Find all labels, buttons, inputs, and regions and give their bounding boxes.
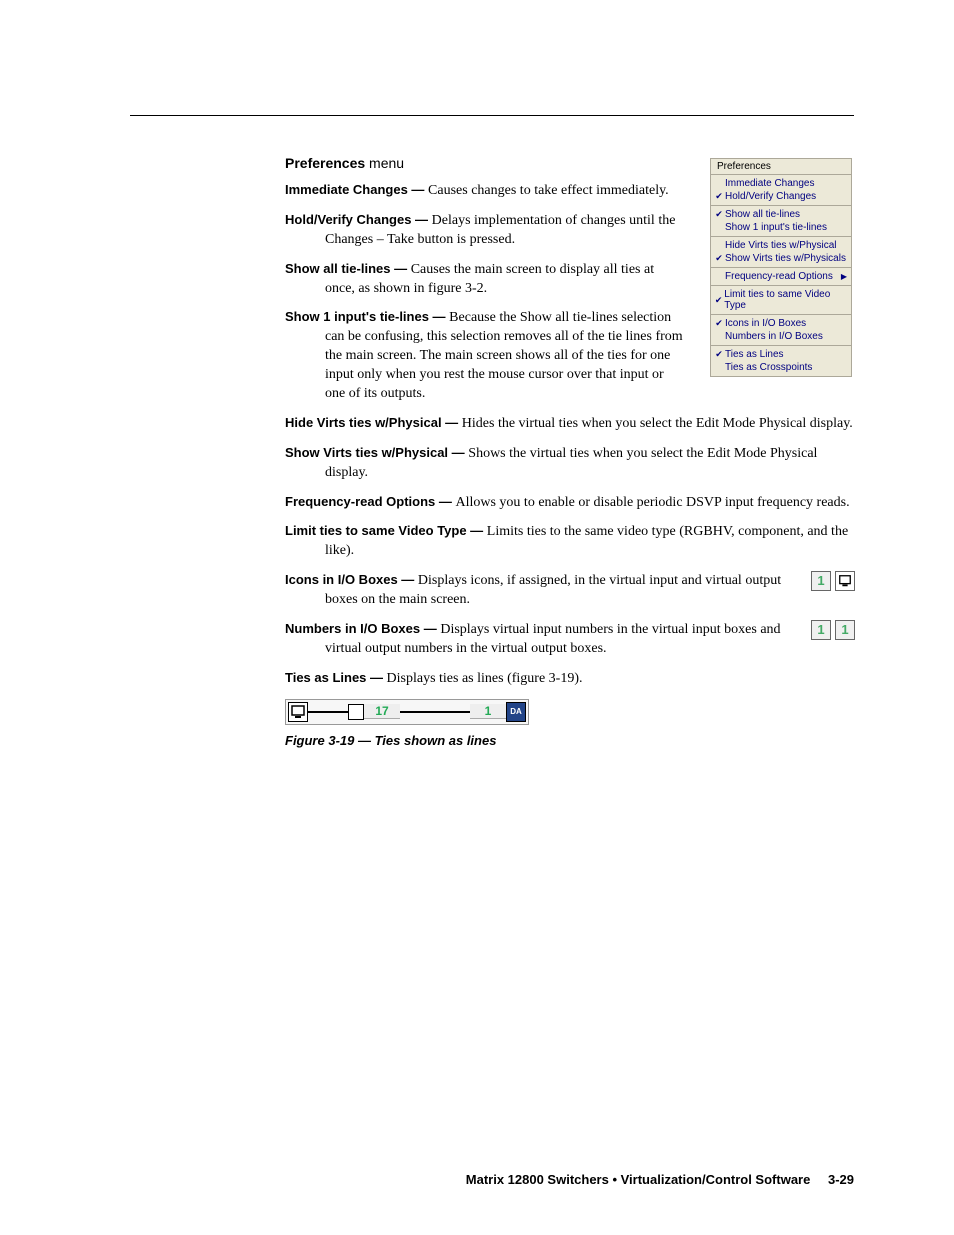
footer-text: Matrix 12800 Switchers • Virtualization/…	[466, 1172, 811, 1187]
definition-item: Icons in I/O Boxes — Displays icons, if …	[285, 571, 855, 610]
def-term: Frequency-read Options —	[285, 494, 455, 509]
definitions-narrow: Immediate Changes — Causes changes to ta…	[285, 181, 685, 404]
definition-ties-as-lines: Ties as Lines — Displays ties as lines (…	[285, 669, 855, 689]
tie-line-segment	[308, 711, 348, 713]
definition-item: Show all tie-lines — Causes the main scr…	[285, 260, 685, 299]
da-icon: DA	[506, 702, 526, 722]
io-box-number: 1	[835, 620, 855, 640]
io-box-pair: 11	[811, 620, 855, 640]
def-term: Ties as Lines —	[285, 670, 383, 685]
io-box-number: 1	[811, 620, 831, 640]
def-term: Icons in I/O Boxes —	[285, 572, 418, 587]
def-term: Limit ties to same Video Type —	[285, 523, 487, 538]
input-number: 17	[364, 704, 400, 719]
definition-item: Show Virts ties w/Physical — Shows the v…	[285, 444, 855, 483]
def-term: Immediate Changes —	[285, 182, 428, 197]
definition-item: Frequency-read Options — Allows you to e…	[285, 493, 855, 513]
section-heading: Preferences menu	[285, 155, 854, 171]
definition-item: Hold/Verify Changes — Delays implementat…	[285, 211, 685, 250]
def-body: Displays ties as lines (figure 3-19).	[387, 671, 583, 686]
definition-item: Immediate Changes — Causes changes to ta…	[285, 181, 685, 201]
io-box-pair: 1	[811, 571, 855, 591]
figure-caption: Figure 3-19 — Ties shown as lines	[285, 733, 854, 748]
def-body: Hides the virtual ties when you select t…	[462, 416, 853, 431]
def-term: Hold/Verify Changes —	[285, 212, 432, 227]
definition-item: Show 1 input's tie-lines — Because the S…	[285, 308, 685, 403]
heading-bold: Preferences	[285, 155, 365, 171]
definition-item: Hide Virts ties w/Physical — Hides the v…	[285, 414, 855, 434]
io-box-pc-icon	[835, 571, 855, 591]
def-body: Causes changes to take effect immediatel…	[428, 183, 669, 198]
definition-item: Limit ties to same Video Type — Limits t…	[285, 522, 855, 561]
def-term: Show all tie-lines —	[285, 261, 411, 276]
content-area: Preferences menu Immediate Changes — Cau…	[285, 155, 854, 748]
def-term: Show Virts ties w/Physical —	[285, 445, 468, 460]
heading-rest: menu	[365, 155, 404, 171]
pc-icon	[288, 702, 308, 722]
io-box-number: 1	[811, 571, 831, 591]
node-box	[348, 704, 364, 720]
definitions-with-icons: Icons in I/O Boxes — Displays icons, if …	[285, 571, 855, 659]
tie-line-segment	[400, 711, 470, 713]
definition-item: Numbers in I/O Boxes — Displays virtual …	[285, 620, 855, 659]
output-number: 1	[470, 704, 506, 719]
page-number: 3-29	[828, 1172, 854, 1187]
top-horizontal-rule	[130, 115, 854, 116]
def-term: Numbers in I/O Boxes —	[285, 621, 440, 636]
def-term: Show 1 input's tie-lines —	[285, 309, 449, 324]
ties-strip-graphic: 17 1 DA	[285, 699, 529, 725]
figure-3-19: 17 1 DA Figure 3-19 — Ties shown as line…	[285, 699, 854, 748]
page: Preferences Immediate Changes✔Hold/Verif…	[0, 0, 954, 1235]
page-footer: Matrix 12800 Switchers • Virtualization/…	[466, 1172, 854, 1187]
def-body: Allows you to enable or disable periodic…	[455, 495, 849, 510]
def-term: Hide Virts ties w/Physical —	[285, 415, 462, 430]
definitions-wide: Hide Virts ties w/Physical — Hides the v…	[285, 414, 855, 561]
